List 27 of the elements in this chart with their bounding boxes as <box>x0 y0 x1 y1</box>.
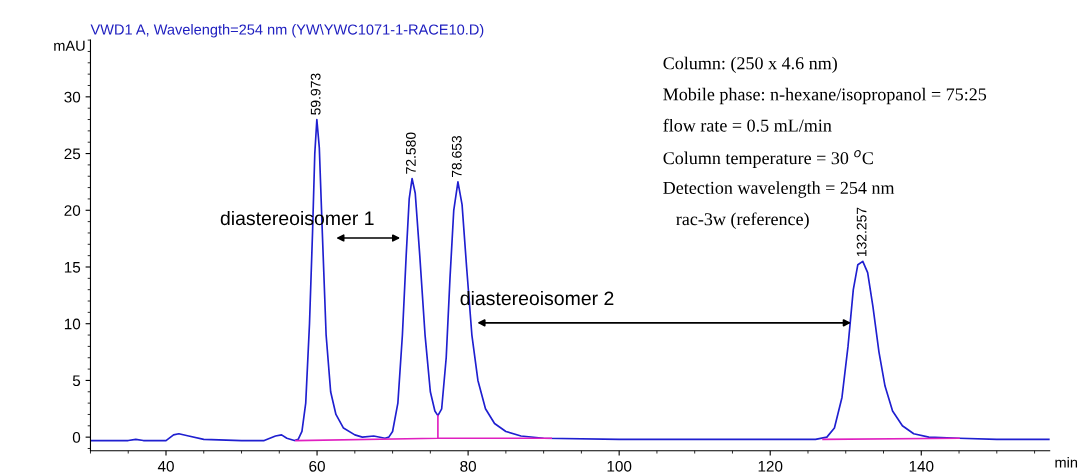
x-tick-label: 120 <box>758 460 783 472</box>
annotation: 78.653 <box>451 135 462 178</box>
y-tick-label: 20 <box>64 205 81 216</box>
chart-title: VWD1 A, Wavelength=254 nm (YW\YWC1071-1-RACE10.D) <box>90 24 484 38</box>
x-tick-label: 40 <box>157 460 174 472</box>
y-axis-title: mAU <box>54 40 85 51</box>
annotation: rac-3w (reference) <box>676 212 809 229</box>
line-series <box>90 118 1050 442</box>
y-tick-label: 15 <box>64 262 81 273</box>
y-tick-label: 5 <box>72 375 81 387</box>
x-tick-label: 100 <box>607 460 632 472</box>
y-tick-label: 0 <box>72 432 81 443</box>
annotation: Column: (250 x 4.6 nm) <box>663 56 837 74</box>
annotation: Mobile phase: n-hexane/isopropanol = 75:25 <box>663 87 987 105</box>
annotation: 72.580 <box>405 132 416 174</box>
y-tick-label: 10 <box>64 318 81 330</box>
annotation: Column temperature = 30 $^{o}$C <box>663 150 873 168</box>
annotation: 132.257 <box>856 207 867 257</box>
annotation: flow rate = 0.5 mL/min <box>663 118 832 132</box>
y-tick-label: 30 <box>64 91 81 103</box>
x-tick-label: 140 <box>909 460 934 472</box>
x-tick-label: 80 <box>460 460 477 472</box>
x-axis-title: min <box>1055 456 1078 468</box>
annotation: Detection wavelength = 254 nm <box>663 181 895 198</box>
y-tick-label: 25 <box>64 148 81 160</box>
annotation: 59.973 <box>310 73 321 115</box>
x-tick-label: 60 <box>309 460 325 472</box>
